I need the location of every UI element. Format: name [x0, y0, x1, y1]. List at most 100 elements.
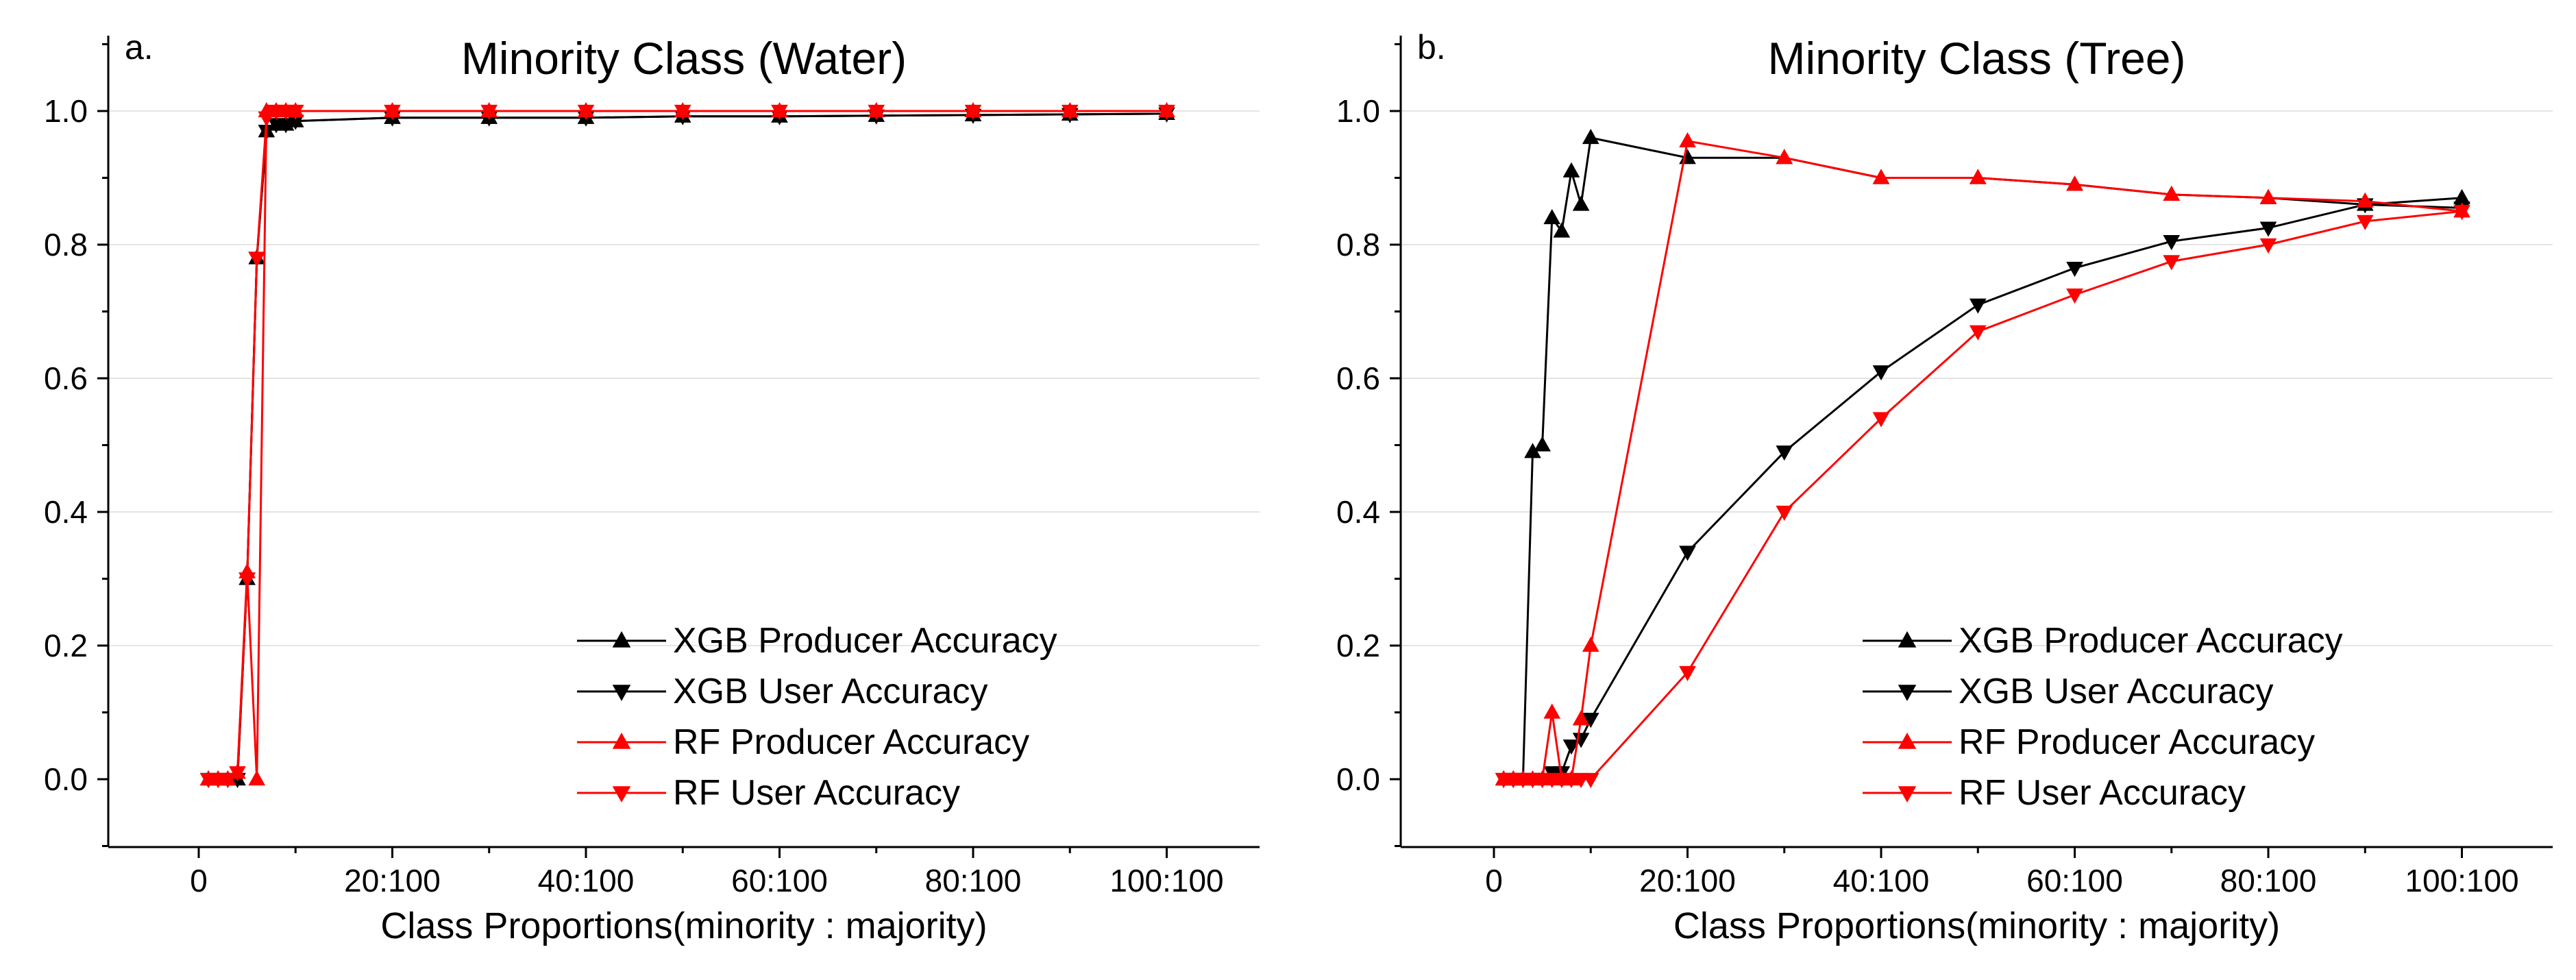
- y-tick-label: 0.6: [1336, 360, 1380, 396]
- data-point: [868, 104, 885, 120]
- data-point: [258, 111, 275, 127]
- data-point: [1553, 222, 1571, 238]
- y-tick-label: 0.8: [1336, 227, 1380, 262]
- data-point: [2259, 188, 2277, 204]
- data-point: [2066, 175, 2083, 191]
- chart-title: Minority Class (Water): [461, 33, 907, 84]
- data-point: [2066, 262, 2083, 278]
- legend-marker: [1898, 685, 1917, 701]
- data-point: [1562, 162, 1580, 177]
- data-point: [286, 104, 304, 120]
- x-tick-label: 80:100: [925, 863, 1022, 898]
- data-point: [1776, 445, 1793, 461]
- data-point: [1572, 710, 1590, 726]
- data-point: [1679, 665, 1696, 681]
- data-point: [2163, 185, 2181, 201]
- legend-marker: [612, 631, 631, 648]
- data-point: [1158, 104, 1175, 120]
- y-tick-label: 1.0: [44, 93, 88, 129]
- data-point: [1679, 132, 1696, 147]
- legend-marker: [612, 733, 631, 749]
- data-point: [229, 766, 246, 782]
- legend-label: RF Producer Accuracy: [673, 722, 1029, 762]
- data-point: [1872, 169, 1890, 184]
- legend-label: XGB User Accuracy: [673, 672, 988, 711]
- legend-label: XGB User Accuracy: [1959, 672, 2273, 711]
- data-point: [1582, 129, 1599, 145]
- y-tick-label: 0.2: [1336, 628, 1380, 663]
- data-point: [480, 104, 498, 120]
- data-point: [1061, 104, 1079, 120]
- data-point: [2453, 188, 2470, 204]
- panel-label: b.: [1417, 28, 1446, 66]
- y-tick-label: 0.0: [1336, 761, 1380, 797]
- data-point: [1872, 365, 1890, 381]
- data-point: [1776, 149, 1793, 164]
- data-point: [1582, 637, 1599, 652]
- data-point: [1679, 546, 1696, 561]
- x-tick-label: 100:100: [1109, 863, 1223, 898]
- y-tick-label: 0.0: [44, 761, 88, 797]
- data-point: [248, 252, 266, 267]
- x-tick-label: 60:100: [2026, 863, 2123, 898]
- data-point: [1582, 713, 1599, 728]
- data-point: [2259, 238, 2277, 254]
- x-tick-label: 80:100: [2220, 863, 2317, 898]
- y-tick-label: 0.2: [44, 628, 88, 663]
- y-tick-label: 0.4: [1336, 494, 1380, 530]
- data-point: [2453, 205, 2470, 221]
- x-tick-label: 20:100: [344, 863, 441, 898]
- data-point: [1582, 772, 1599, 788]
- data-point: [1572, 195, 1590, 211]
- data-point: [2163, 255, 2181, 271]
- x-tick-label: 40:100: [538, 863, 635, 898]
- y-tick-label: 0.8: [44, 227, 88, 262]
- x-tick-label: 20:100: [1639, 863, 1736, 898]
- series-rf-user-accuracy: [199, 104, 1175, 788]
- grid-lines: [108, 110, 1260, 646]
- data-point: [674, 104, 691, 120]
- x-tick-label: 0: [190, 863, 208, 898]
- chart-panel-b: 0.0 0.2 0.4 0.6 0.8 1.0 0 20:100 40:100 60:100 80:…: [1336, 28, 2553, 946]
- data-point: [286, 114, 304, 130]
- grid-lines: [1401, 110, 2553, 646]
- legend-label: RF Producer Accuracy: [1959, 722, 2315, 762]
- legend-marker: [612, 685, 631, 701]
- legend-marker: [1898, 733, 1917, 749]
- legend-label: XGB Producer Accuracy: [673, 621, 1057, 661]
- data-point: [277, 118, 295, 134]
- data-point: [1969, 169, 1987, 184]
- data-point: [1524, 443, 1541, 458]
- y-tick-label: 0.6: [44, 360, 88, 396]
- data-point: [1776, 505, 1793, 521]
- x-axis-label: Class Proportions(minority : majority): [380, 905, 987, 946]
- data-point: [238, 572, 256, 588]
- panel-label: a.: [125, 28, 154, 66]
- data-point: [577, 104, 595, 120]
- legend-label: RF User Accuracy: [1959, 773, 2246, 813]
- data-point: [1572, 733, 1590, 748]
- data-point: [1969, 325, 1987, 341]
- data-point: [2066, 289, 2083, 304]
- data-point: [2163, 235, 2181, 251]
- data-point: [771, 104, 788, 120]
- legend-marker: [1898, 786, 1917, 803]
- data-point: [2356, 215, 2374, 230]
- x-tick-label: 0: [1485, 863, 1503, 898]
- data-point: [1534, 436, 1551, 452]
- x-tick-label: 100:100: [2405, 863, 2518, 898]
- x-tick-label: 60:100: [731, 863, 828, 898]
- data-point: [1562, 739, 1580, 755]
- x-axis-label: Class Proportions(minority : majority): [1673, 905, 2280, 946]
- data-point: [1969, 298, 1987, 314]
- data-point: [219, 772, 236, 788]
- legend-label: XGB Producer Accuracy: [1959, 621, 2343, 661]
- y-tick-label: 1.0: [1336, 93, 1380, 129]
- legend: XGB Producer Accuracy XGB User Accuracy RF…: [1863, 621, 2343, 813]
- legend-label: RF User Accuracy: [673, 773, 960, 813]
- x-tick-label: 40:100: [1833, 863, 1930, 898]
- legend-marker: [1898, 631, 1917, 648]
- data-point: [2259, 221, 2277, 237]
- data-point: [2356, 192, 2374, 208]
